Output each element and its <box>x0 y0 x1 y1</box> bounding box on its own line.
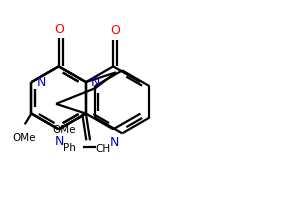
Text: N: N <box>55 135 64 148</box>
Text: OMe: OMe <box>12 132 36 142</box>
Text: O: O <box>110 24 120 37</box>
Text: OMe: OMe <box>53 125 76 135</box>
Text: CH: CH <box>95 143 110 153</box>
Text: N: N <box>110 135 119 148</box>
Text: O: O <box>55 23 65 36</box>
Text: Ph: Ph <box>63 142 76 152</box>
Text: N: N <box>37 75 46 88</box>
Text: N: N <box>91 75 100 88</box>
